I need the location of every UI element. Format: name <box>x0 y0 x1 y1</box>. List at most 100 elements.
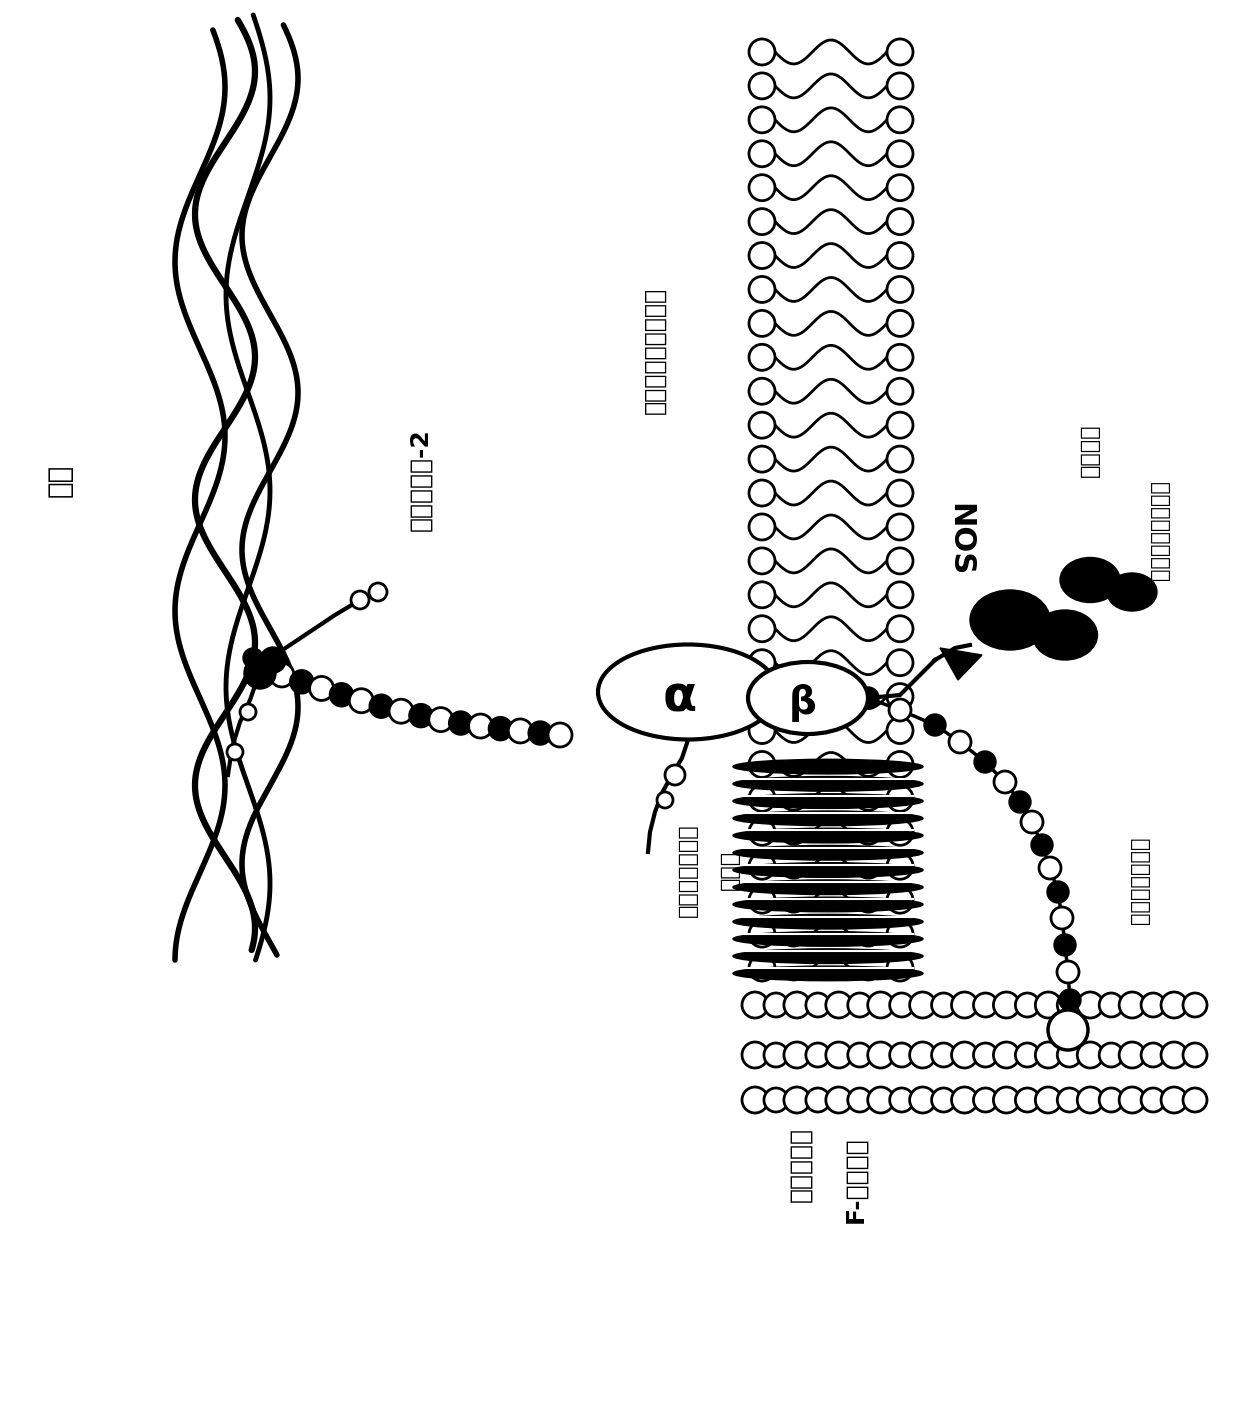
Circle shape <box>848 1088 872 1112</box>
Circle shape <box>887 141 913 167</box>
Circle shape <box>887 786 913 811</box>
Circle shape <box>469 714 492 738</box>
Text: 互营蛋白: 互营蛋白 <box>1080 423 1100 477</box>
Circle shape <box>764 1088 787 1112</box>
Circle shape <box>749 378 775 405</box>
Circle shape <box>749 243 775 269</box>
Circle shape <box>370 695 393 718</box>
Text: 双糖锁蛋白聚糖: 双糖锁蛋白聚糖 <box>678 823 698 917</box>
Circle shape <box>973 1043 997 1067</box>
Circle shape <box>1016 993 1039 1017</box>
Circle shape <box>370 583 387 600</box>
Circle shape <box>243 648 263 668</box>
Circle shape <box>1058 1088 1081 1112</box>
Ellipse shape <box>733 828 923 842</box>
Circle shape <box>749 412 775 439</box>
Ellipse shape <box>733 949 923 963</box>
Circle shape <box>806 1043 830 1067</box>
Text: F-肌动蛋白: F-肌动蛋白 <box>843 1136 867 1223</box>
Circle shape <box>1039 858 1061 879</box>
Circle shape <box>1016 1043 1039 1067</box>
Circle shape <box>887 751 913 778</box>
Text: 层粘连蛋白-2: 层粘连蛋白-2 <box>408 429 432 531</box>
Circle shape <box>764 993 787 1017</box>
Text: α: α <box>663 673 697 721</box>
Text: 基膜: 基膜 <box>46 464 74 496</box>
Circle shape <box>887 311 913 336</box>
Circle shape <box>887 820 913 845</box>
Circle shape <box>749 820 775 845</box>
Ellipse shape <box>733 863 923 877</box>
Circle shape <box>1078 993 1104 1018</box>
Circle shape <box>749 717 775 744</box>
Circle shape <box>1078 1087 1104 1114</box>
Ellipse shape <box>733 897 923 911</box>
Circle shape <box>1120 1087 1146 1114</box>
Circle shape <box>973 1088 997 1112</box>
Circle shape <box>931 1088 956 1112</box>
Circle shape <box>1161 1042 1187 1069</box>
Circle shape <box>270 664 294 688</box>
Circle shape <box>826 993 852 1018</box>
Circle shape <box>887 73 913 98</box>
Circle shape <box>887 107 913 132</box>
Circle shape <box>290 669 314 693</box>
Circle shape <box>409 703 433 728</box>
Circle shape <box>868 993 894 1018</box>
Circle shape <box>1035 993 1061 1018</box>
Circle shape <box>887 683 913 710</box>
Circle shape <box>887 344 913 370</box>
Circle shape <box>749 582 775 607</box>
Circle shape <box>1161 993 1187 1018</box>
Circle shape <box>889 1043 914 1067</box>
Ellipse shape <box>1107 574 1157 612</box>
Circle shape <box>1058 1043 1081 1067</box>
Circle shape <box>742 993 768 1018</box>
Circle shape <box>887 616 913 641</box>
Circle shape <box>887 853 913 879</box>
Circle shape <box>951 1087 977 1114</box>
Circle shape <box>1048 1010 1087 1050</box>
Circle shape <box>749 174 775 201</box>
Circle shape <box>1099 993 1123 1017</box>
Circle shape <box>1099 1043 1123 1067</box>
Circle shape <box>749 616 775 641</box>
Circle shape <box>749 446 775 472</box>
Circle shape <box>310 676 334 700</box>
Circle shape <box>887 277 913 302</box>
Circle shape <box>826 1087 852 1114</box>
Ellipse shape <box>733 776 923 792</box>
Circle shape <box>973 993 997 1017</box>
Circle shape <box>749 751 775 778</box>
Circle shape <box>887 446 913 472</box>
Circle shape <box>764 1043 787 1067</box>
Ellipse shape <box>733 759 923 773</box>
Circle shape <box>887 412 913 439</box>
Circle shape <box>1120 1042 1146 1069</box>
Circle shape <box>749 887 775 912</box>
Circle shape <box>784 1087 810 1114</box>
Circle shape <box>1078 1042 1104 1069</box>
Circle shape <box>887 548 913 574</box>
Circle shape <box>910 1042 936 1069</box>
Circle shape <box>993 993 1019 1018</box>
Circle shape <box>1056 960 1079 983</box>
Circle shape <box>784 993 810 1018</box>
Circle shape <box>993 1042 1019 1069</box>
Circle shape <box>749 548 775 574</box>
Circle shape <box>250 657 274 681</box>
Circle shape <box>749 311 775 336</box>
Circle shape <box>887 174 913 201</box>
Circle shape <box>931 993 956 1017</box>
Circle shape <box>887 515 913 540</box>
Circle shape <box>868 1087 894 1114</box>
Ellipse shape <box>1060 558 1120 603</box>
Circle shape <box>887 378 913 405</box>
Text: β: β <box>789 683 817 723</box>
Circle shape <box>749 73 775 98</box>
Circle shape <box>749 786 775 811</box>
Circle shape <box>749 650 775 676</box>
Circle shape <box>449 711 472 735</box>
Circle shape <box>951 1042 977 1069</box>
Ellipse shape <box>748 662 868 734</box>
